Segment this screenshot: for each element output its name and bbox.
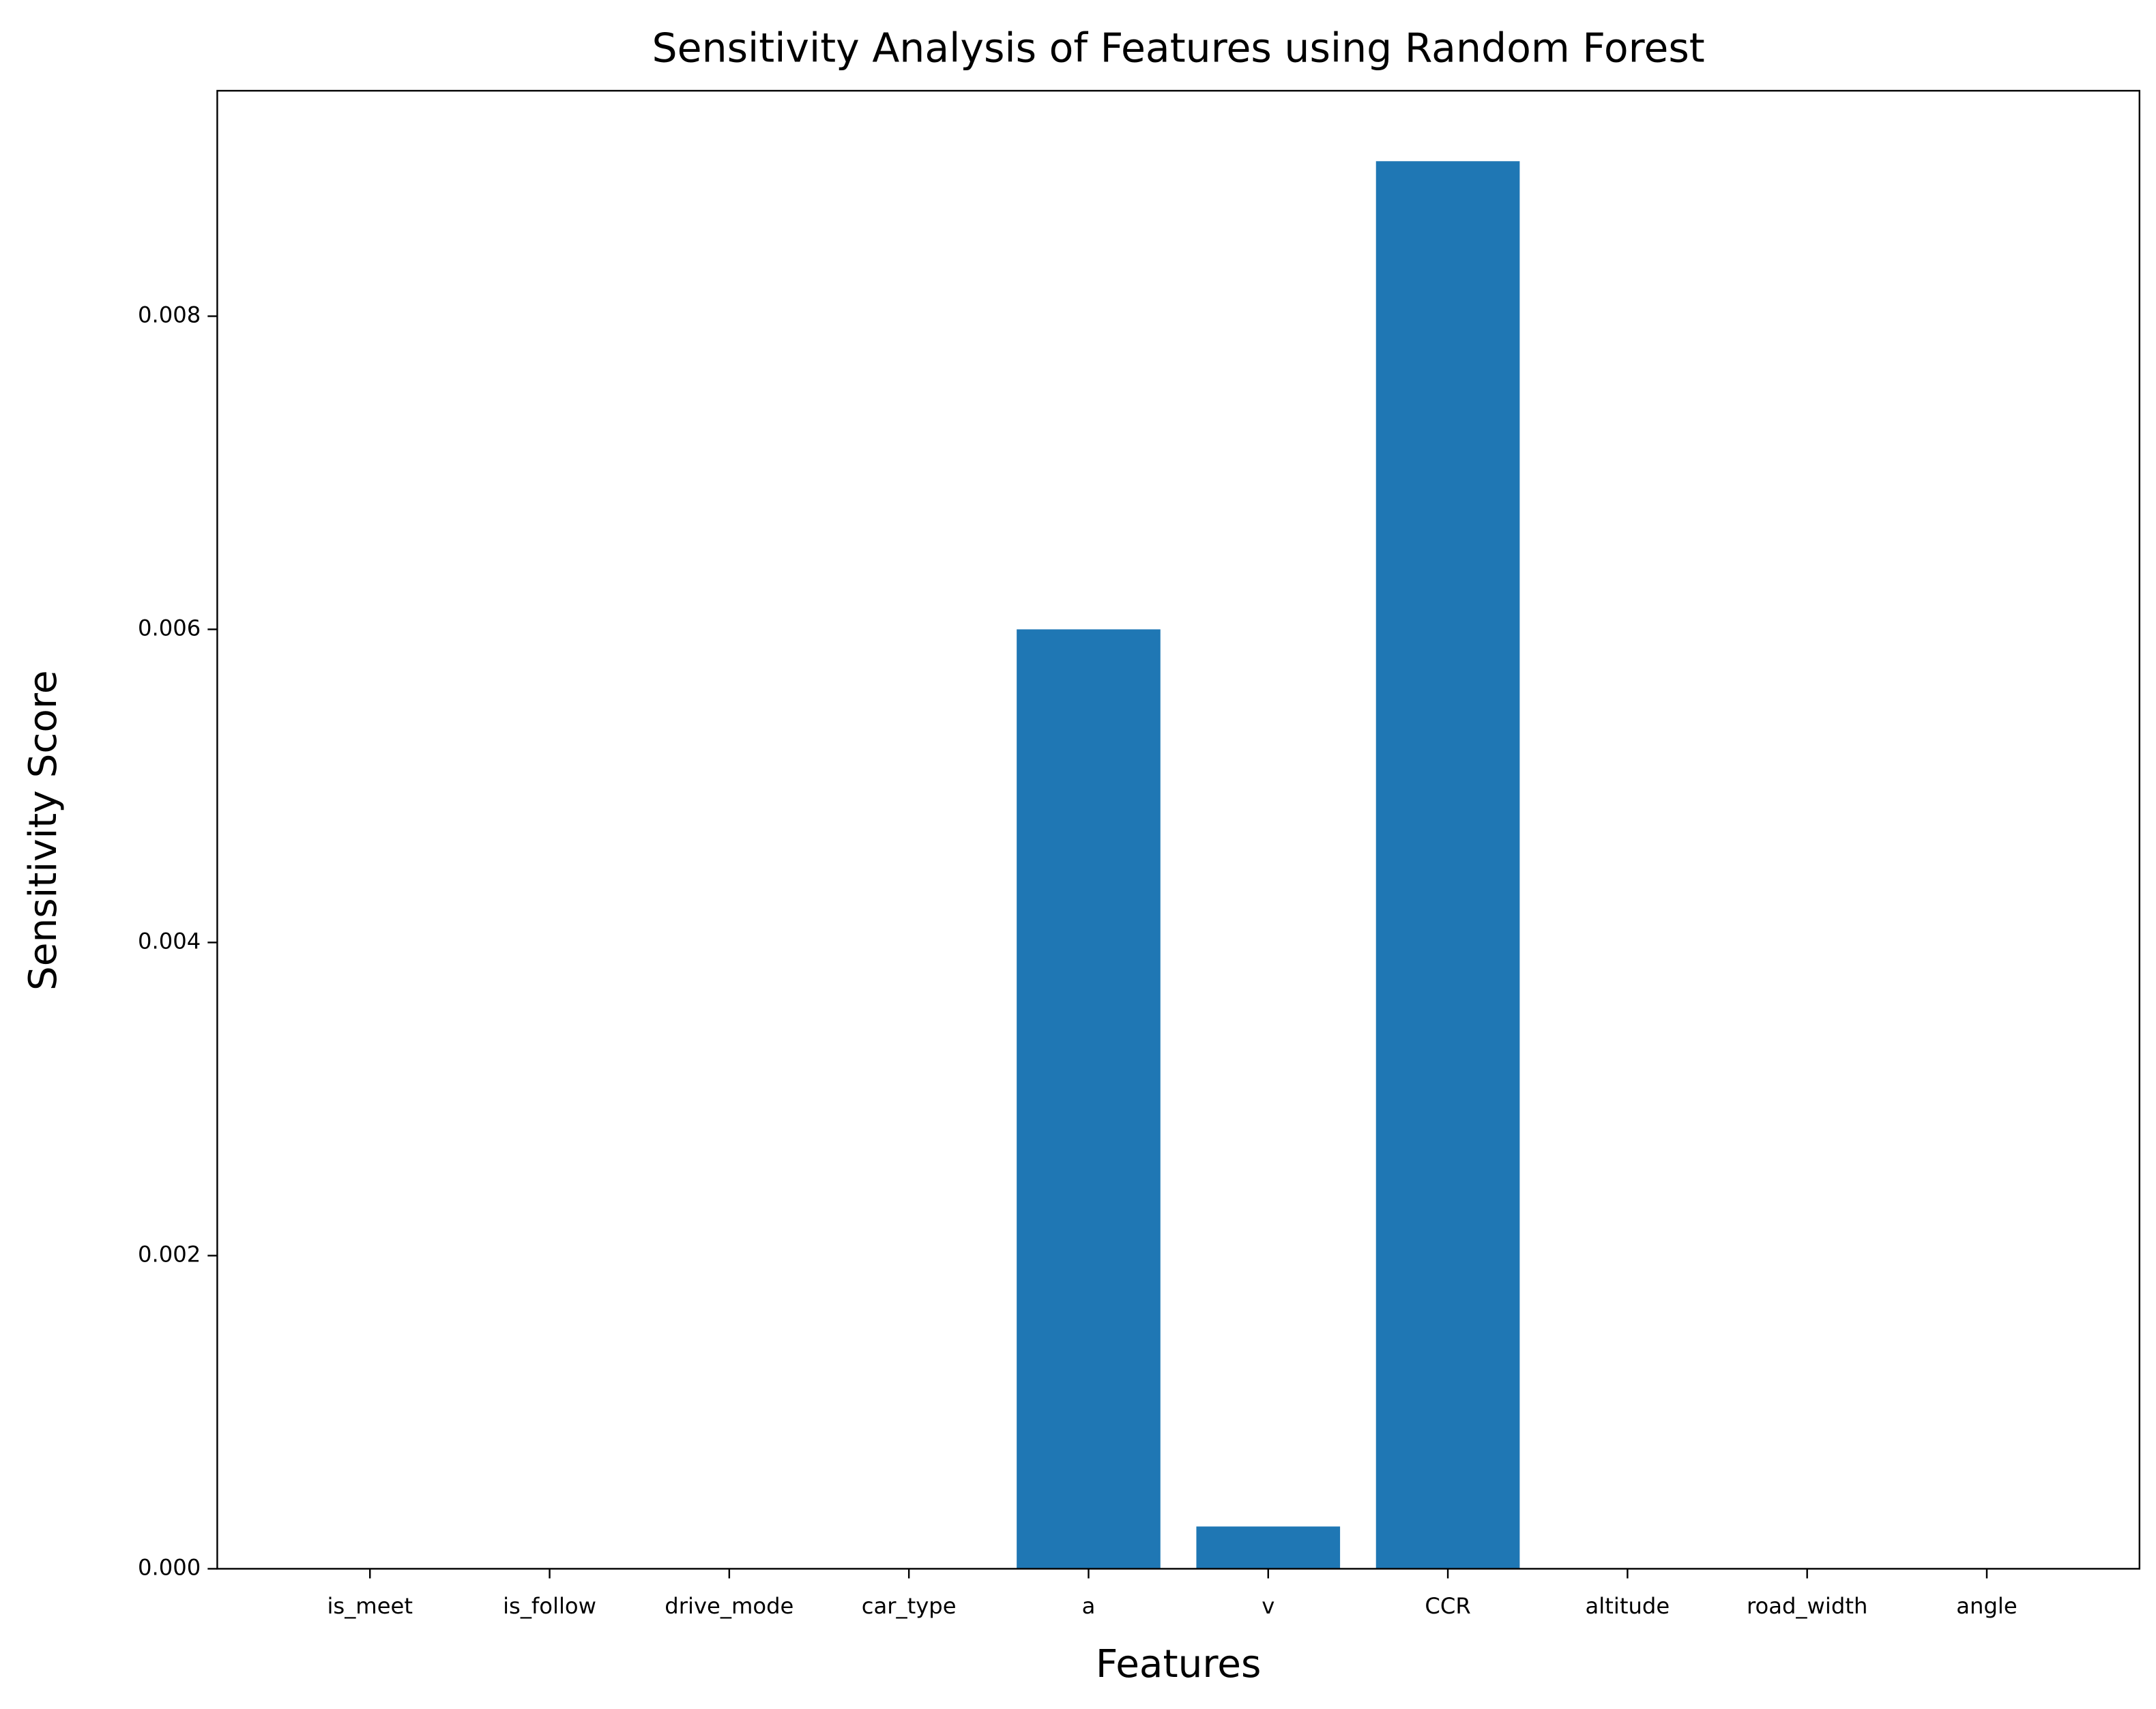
x-tick-label: v [1262, 1593, 1274, 1619]
x-tick-label: a [1082, 1593, 1096, 1619]
y-tick-label: 0.000 [138, 1554, 201, 1580]
chart-title: Sensitivity Analysis of Features using R… [652, 25, 1705, 72]
x-tick-label: is_follow [503, 1593, 596, 1619]
bar [1196, 1526, 1341, 1569]
x-tick-label: angle [1956, 1593, 2017, 1619]
x-axis-label: Features [1096, 1642, 1262, 1686]
bar [1375, 161, 1520, 1569]
x-tick-label: road_width [1747, 1593, 1867, 1619]
x-tick-label: altitude [1586, 1593, 1670, 1619]
x-tick-label: is_meet [327, 1593, 413, 1619]
x-tick-label: drive_mode [665, 1593, 793, 1619]
x-tick-label: CCR [1425, 1593, 1470, 1619]
y-tick-label: 0.008 [138, 302, 201, 327]
x-tick-label: car_type [862, 1593, 957, 1619]
y-axis-label: Sensitivity Score [21, 670, 65, 991]
y-tick-label: 0.006 [138, 615, 201, 641]
plot-frame [216, 89, 2141, 1570]
y-tick-label: 0.002 [138, 1241, 201, 1267]
y-tick-label: 0.004 [138, 928, 201, 954]
bar [1017, 629, 1161, 1569]
